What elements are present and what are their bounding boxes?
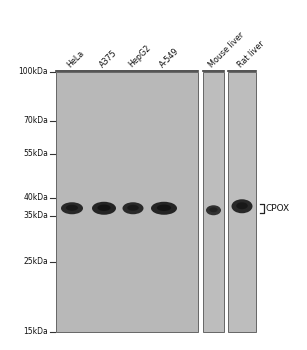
Text: CPOX: CPOX — [266, 204, 290, 213]
Ellipse shape — [209, 207, 218, 212]
Text: 15kDa: 15kDa — [23, 328, 48, 336]
Text: 25kDa: 25kDa — [23, 258, 48, 266]
Text: A-549: A-549 — [157, 46, 181, 69]
Text: A375: A375 — [98, 48, 119, 69]
Ellipse shape — [66, 205, 78, 211]
Text: Mouse liver: Mouse liver — [207, 30, 246, 69]
Ellipse shape — [97, 204, 111, 211]
Ellipse shape — [206, 205, 221, 215]
Text: 35kDa: 35kDa — [23, 211, 48, 220]
Text: 55kDa: 55kDa — [23, 149, 48, 159]
Text: Rat liver: Rat liver — [236, 39, 266, 69]
Bar — [56, 72, 198, 332]
Ellipse shape — [92, 202, 116, 215]
Ellipse shape — [122, 202, 143, 214]
Text: 100kDa: 100kDa — [18, 68, 48, 77]
Ellipse shape — [236, 202, 248, 209]
Text: HeLa: HeLa — [66, 48, 86, 69]
Text: 40kDa: 40kDa — [23, 193, 48, 202]
Ellipse shape — [151, 202, 177, 215]
Ellipse shape — [231, 199, 252, 213]
Text: 70kDa: 70kDa — [23, 117, 48, 125]
Ellipse shape — [61, 202, 83, 214]
Ellipse shape — [157, 204, 171, 211]
Ellipse shape — [127, 205, 139, 211]
Bar — [228, 72, 256, 332]
Text: HepG2: HepG2 — [126, 43, 152, 69]
Bar — [203, 72, 224, 332]
